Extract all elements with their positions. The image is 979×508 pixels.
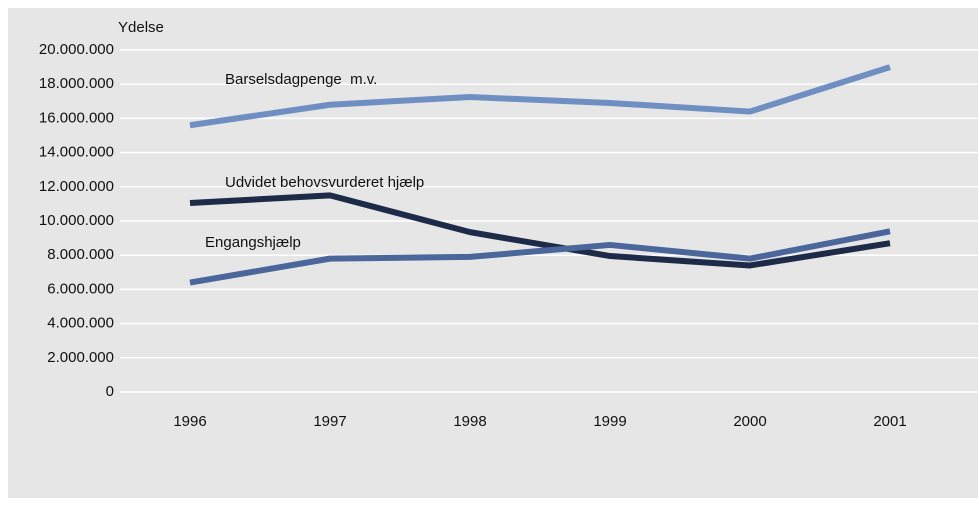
- x-tick-label: 2000: [733, 413, 766, 430]
- series-line: [189, 192, 891, 269]
- y-tick-label: 8.000.000: [47, 246, 114, 263]
- x-tick-label: 1996: [173, 413, 206, 430]
- series-line: [189, 64, 891, 129]
- y-tick-label: 6.000.000: [47, 280, 114, 297]
- y-tick-label: 2.000.000: [47, 349, 114, 366]
- x-tick-label: 2001: [873, 413, 906, 430]
- x-tick-label: 1998: [453, 413, 486, 430]
- y-tick-label: 14.000.000: [39, 144, 114, 161]
- y-axis-label: Ydelse: [118, 19, 164, 36]
- y-tick-label: 10.000.000: [39, 212, 114, 229]
- y-tick-label: 20.000.000: [39, 41, 114, 58]
- series-line: [189, 228, 891, 286]
- series-label: Barselsdagpenge m.v.: [225, 71, 377, 88]
- x-tick-label: 1997: [313, 413, 346, 430]
- series-label: Udvidet behovsvurderet hjælp: [225, 174, 424, 191]
- x-tick-label: 1999: [593, 413, 626, 430]
- series-label: Engangshjælp: [205, 234, 301, 251]
- y-tick-label: 0: [106, 383, 114, 400]
- y-tick-label: 16.000.000: [39, 109, 114, 126]
- y-tick-label: 18.000.000: [39, 75, 114, 92]
- y-tick-label: 4.000.000: [47, 315, 114, 332]
- y-tick-label: 12.000.000: [39, 178, 114, 195]
